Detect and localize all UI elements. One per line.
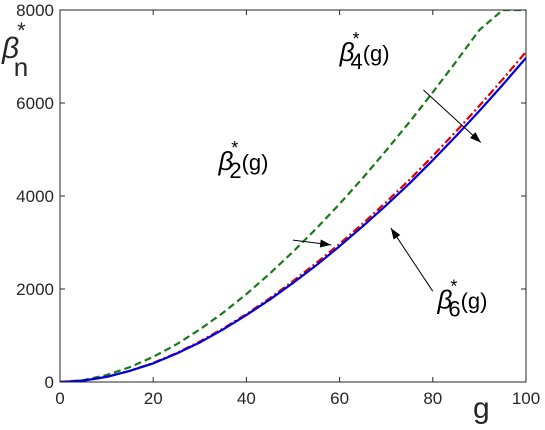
x-tick-label: 40	[237, 389, 256, 408]
plot-area	[60, 10, 526, 382]
y-tick-label: 4000	[16, 187, 54, 206]
x-tick-label: 20	[144, 389, 163, 408]
series-line-beta2	[60, 10, 526, 382]
annotation-arrow-beta4	[423, 89, 482, 143]
series-line-beta6	[60, 57, 526, 382]
x-tick-label: 80	[423, 389, 442, 408]
annotation-beta4: β* 4(g)	[339, 29, 390, 74]
annotation-beta2: β* 2(g)	[217, 138, 268, 183]
annotation-beta6: β* 6(g)	[436, 277, 487, 322]
y-tick-label: 2000	[16, 280, 54, 299]
annotation-arrowhead-beta2	[319, 239, 332, 248]
series-line-beta4	[60, 51, 526, 382]
x-tick-label: 60	[330, 389, 349, 408]
y-tick-label: 6000	[16, 94, 54, 113]
annotation-arrowhead-beta6	[390, 228, 401, 240]
x-axis-label: g	[473, 392, 490, 425]
y-tick-label: 0	[45, 373, 54, 392]
x-tick-label: 100	[512, 389, 540, 408]
annotation-arrow-beta6	[390, 227, 434, 292]
y-tick-label: 8000	[16, 1, 54, 20]
y-axis-label: β* n	[1, 18, 28, 82]
annotation-arrowhead-beta4	[469, 132, 481, 143]
x-tick-label: 0	[55, 389, 64, 408]
